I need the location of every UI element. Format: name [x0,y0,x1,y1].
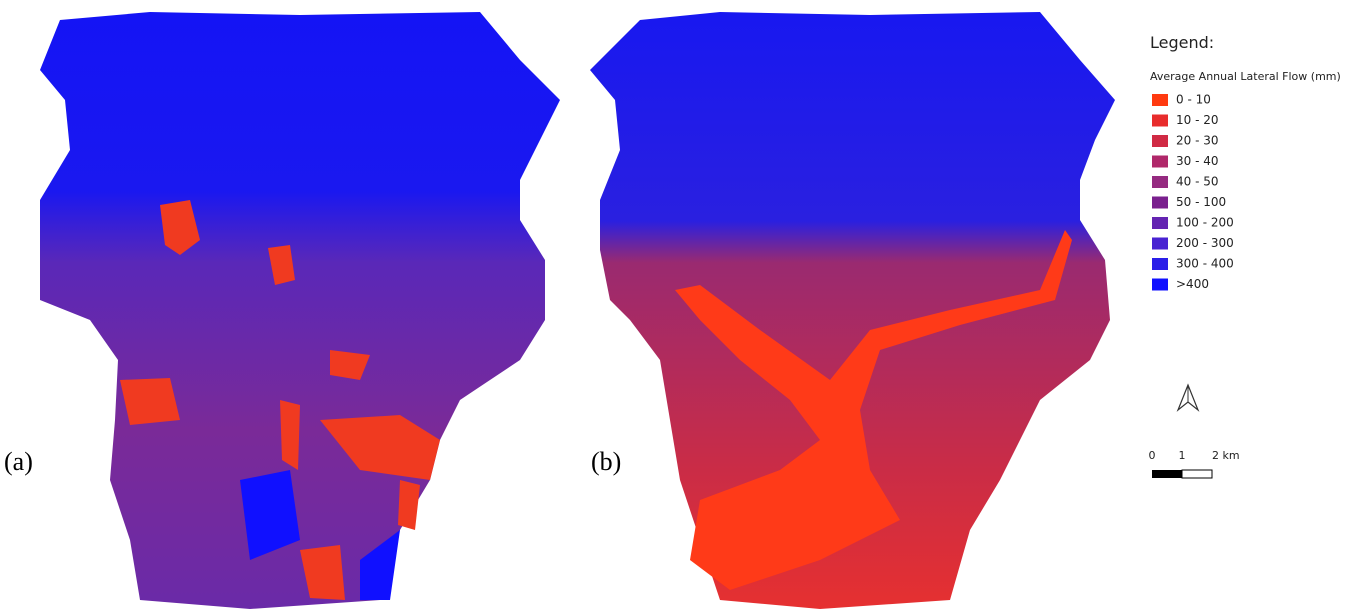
legend-label: 10 - 20 [1176,113,1219,127]
panel-label: (b) [591,447,621,476]
legend-subtitle: Average Annual Lateral Flow (mm) [1150,70,1341,83]
legend-swatch [1152,197,1168,209]
legend-label: 50 - 100 [1176,195,1226,209]
legend-label: 300 - 400 [1176,257,1234,271]
panel-label: (a) [4,447,33,476]
legend-swatch [1152,238,1168,250]
north-arrow [1178,385,1198,410]
legend-swatch [1152,217,1168,229]
legend-label: 30 - 40 [1176,154,1219,168]
legend-label: 20 - 30 [1176,134,1219,148]
legend-swatch [1152,279,1168,291]
scale-bar [1152,470,1212,478]
map-a [40,12,560,609]
legend-swatch [1152,176,1168,188]
legend-swatch [1152,156,1168,168]
legend-label: 200 - 300 [1176,236,1234,250]
scale-label: 2 km [1212,449,1240,462]
legend-title: Legend: [1150,33,1214,52]
legend-swatch [1152,258,1168,270]
legend-label: 40 - 50 [1176,175,1219,189]
map-b [590,12,1115,609]
legend-label: 0 - 10 [1176,93,1211,107]
scale-label: 0 [1149,449,1156,462]
scale-label: 1 [1179,449,1186,462]
legend-label: >400 [1176,277,1209,291]
legend-label: 100 - 200 [1176,216,1234,230]
legend-swatch [1152,135,1168,147]
figure: (a) (b) Legend: Average Annual Lateral F… [0,0,1370,609]
legend-swatch [1152,115,1168,127]
legend-swatch [1152,94,1168,106]
